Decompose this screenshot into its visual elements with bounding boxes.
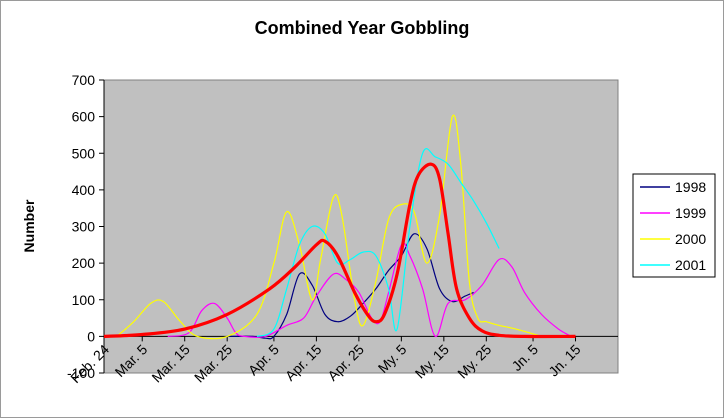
y-axis-label: Number bbox=[21, 199, 37, 252]
y-tick-label: -100 bbox=[67, 365, 95, 381]
chart-title: Combined Year Gobbling bbox=[255, 18, 470, 38]
y-tick-label: 400 bbox=[72, 182, 96, 198]
y-axis: -100 0 100 200 300 400 500 600 700 bbox=[67, 72, 105, 381]
series-line-2001 bbox=[256, 148, 500, 337]
y-tick-label: 300 bbox=[72, 219, 96, 235]
legend-box bbox=[632, 173, 716, 278]
y-tick-label: 0 bbox=[87, 328, 95, 344]
legend-label-1999: 1999 bbox=[675, 205, 706, 221]
plot-area bbox=[103, 79, 619, 374]
y-tick-label: 100 bbox=[72, 292, 96, 308]
y-tick-label: 200 bbox=[72, 255, 96, 271]
legend-label-1998: 1998 bbox=[675, 179, 706, 195]
y-tick-label: 600 bbox=[72, 109, 96, 125]
y-tick-label: 700 bbox=[72, 72, 96, 88]
series-line-1999 bbox=[167, 242, 572, 338]
legend-label-2001: 2001 bbox=[675, 257, 706, 273]
legend-label-2000: 2000 bbox=[675, 231, 706, 247]
series-layer bbox=[103, 114, 576, 340]
legend: 1998 1999 2000 2001 bbox=[632, 173, 716, 278]
series-line-2000 bbox=[116, 114, 542, 340]
y-tick-label: 500 bbox=[72, 145, 96, 161]
series-line-trend bbox=[103, 162, 576, 339]
